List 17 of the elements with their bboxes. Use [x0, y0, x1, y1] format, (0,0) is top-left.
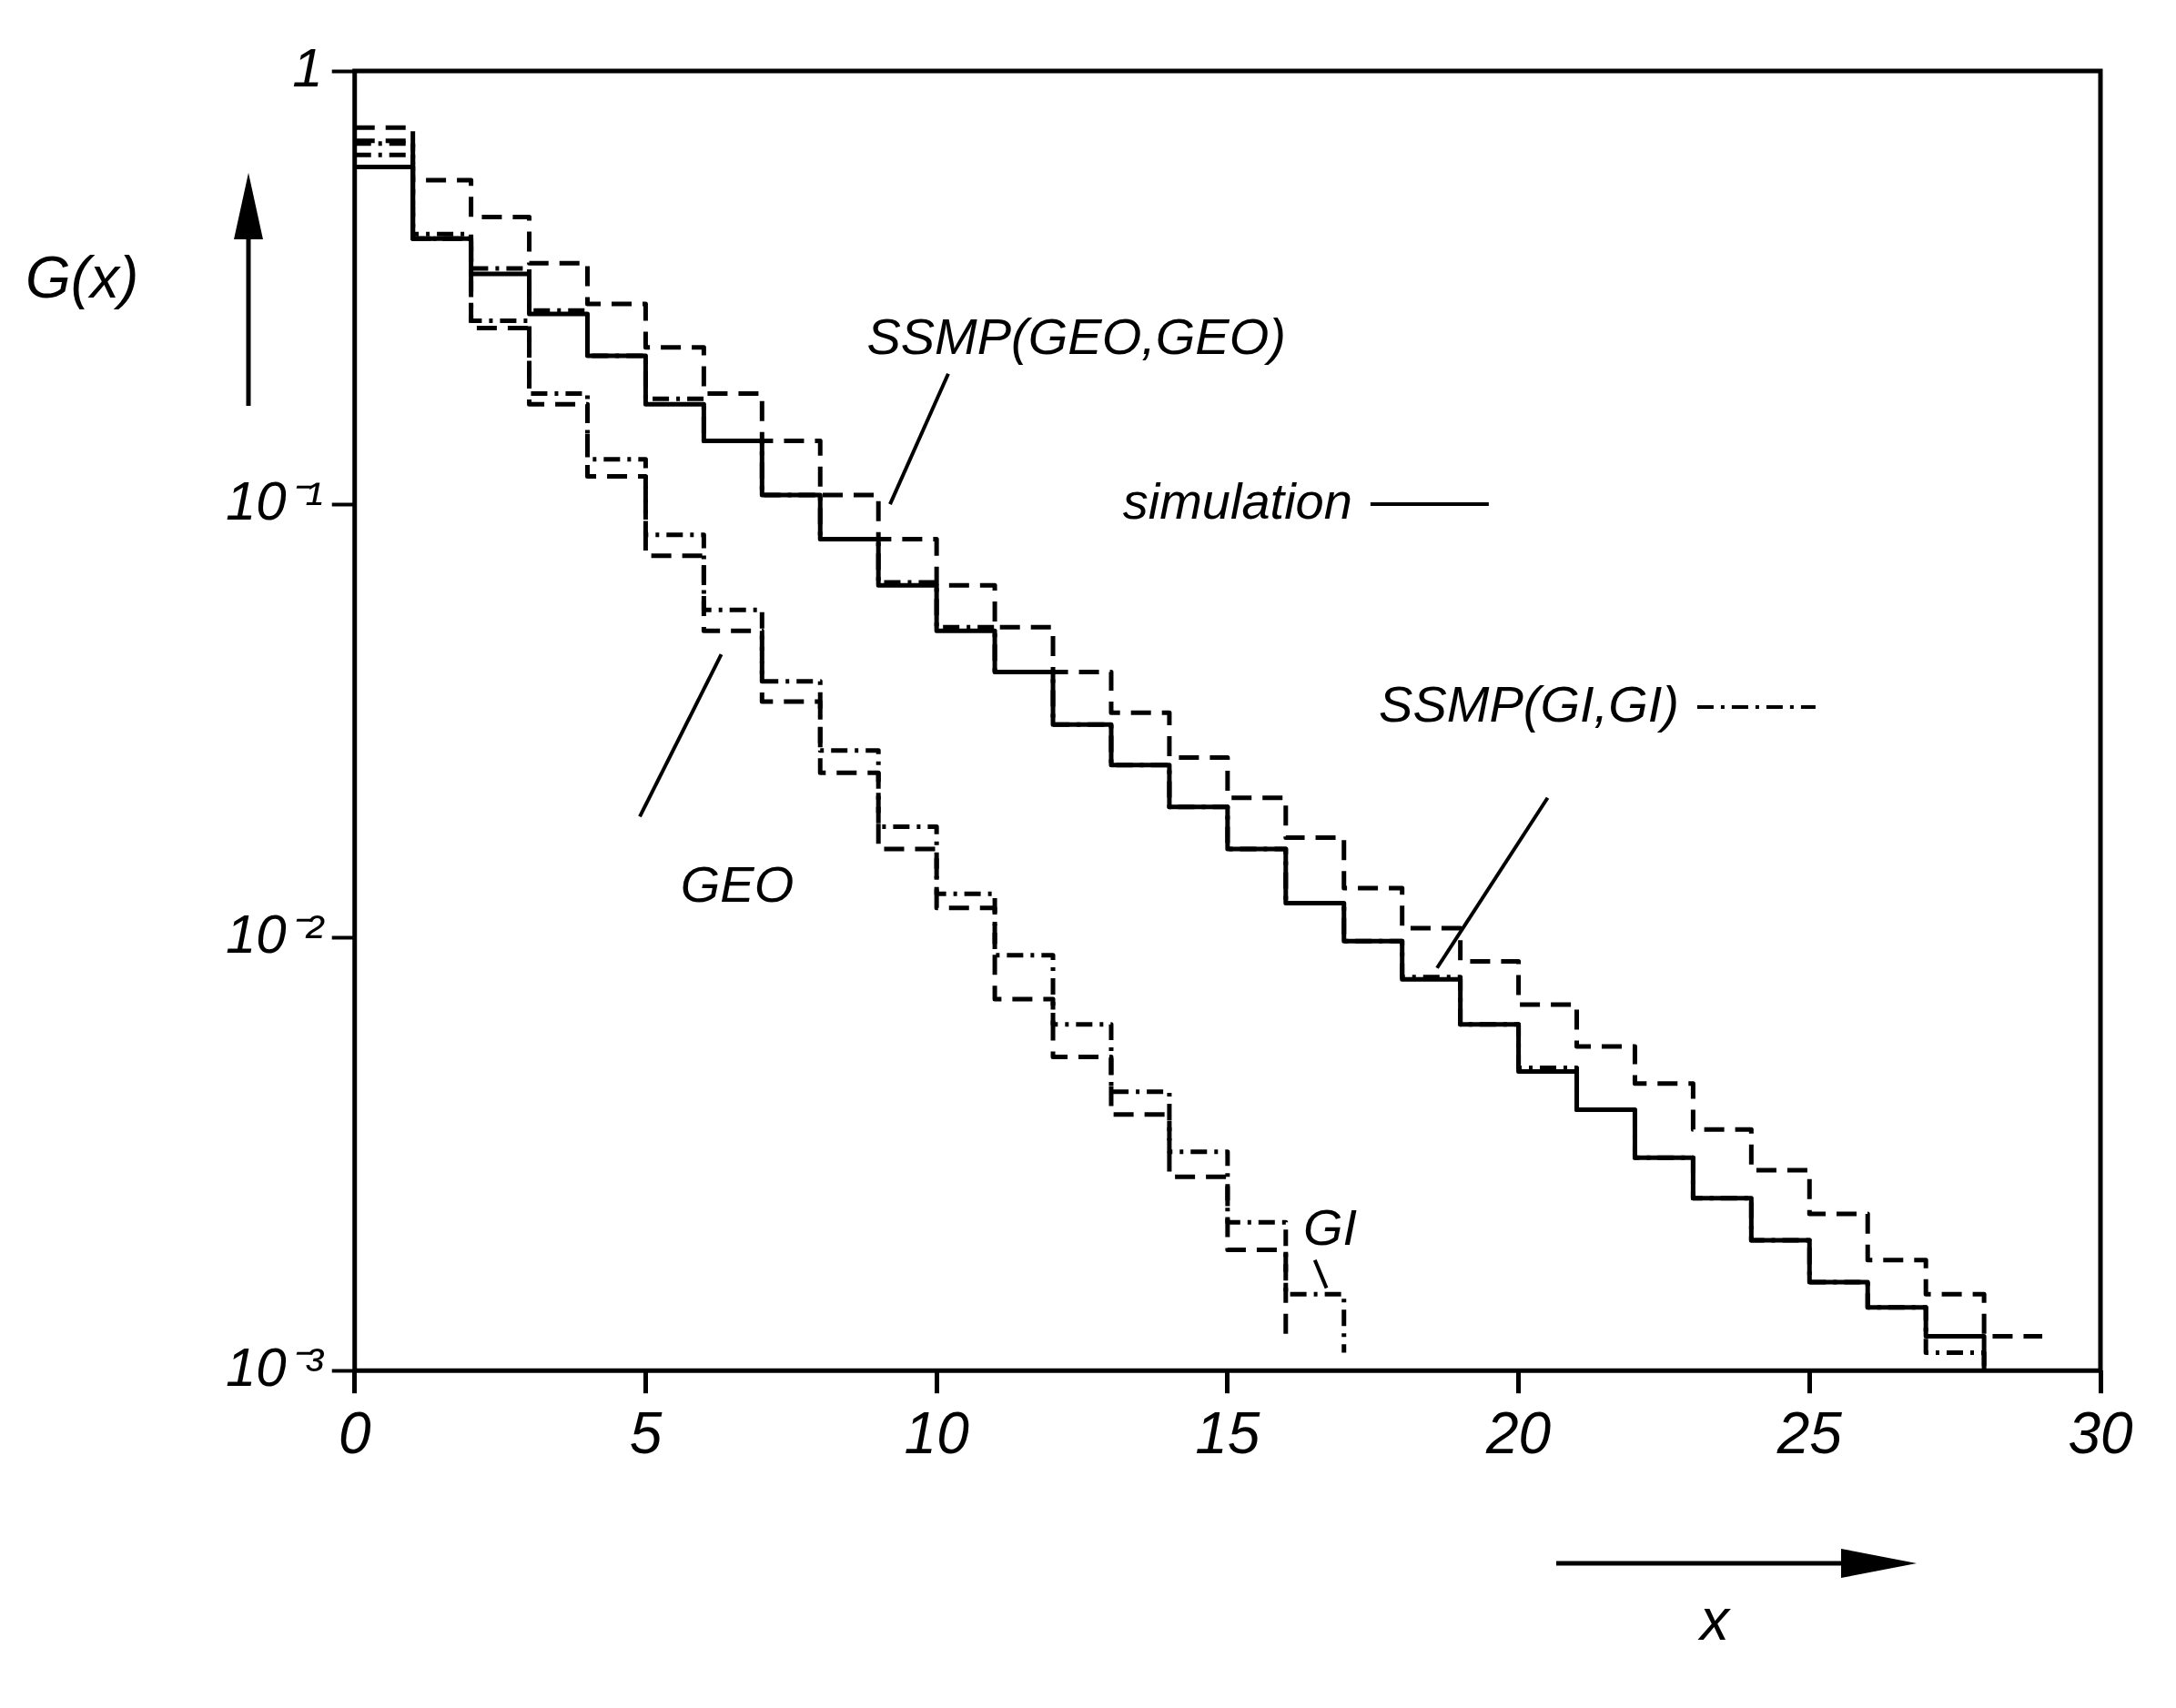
- x-tick-label: 30: [2068, 1400, 2133, 1467]
- series-label: GEO: [680, 855, 794, 914]
- x-tick-label: 15: [1195, 1400, 1260, 1467]
- legend-label: simulation: [1122, 471, 1352, 530]
- x-tick-label: 0: [338, 1400, 371, 1467]
- y-tick-label: 10⁻¹: [226, 470, 323, 531]
- series-label: SSMP(GEO,GEO): [866, 307, 1286, 365]
- series-label: GI: [1302, 1198, 1358, 1257]
- x-tick-label: 5: [629, 1400, 663, 1467]
- y-axis-title: G(x): [25, 244, 139, 311]
- x-tick-label: 20: [1484, 1400, 1552, 1467]
- y-tick-label: 10⁻²: [226, 903, 325, 965]
- y-tick-label: 10⁻³: [226, 1336, 325, 1398]
- x-tick-label: 10: [904, 1400, 970, 1467]
- legend-label: SSMP(GI,GI): [1379, 674, 1679, 733]
- y-tick-label: 1: [292, 36, 323, 98]
- x-tick-label: 25: [1776, 1400, 1843, 1467]
